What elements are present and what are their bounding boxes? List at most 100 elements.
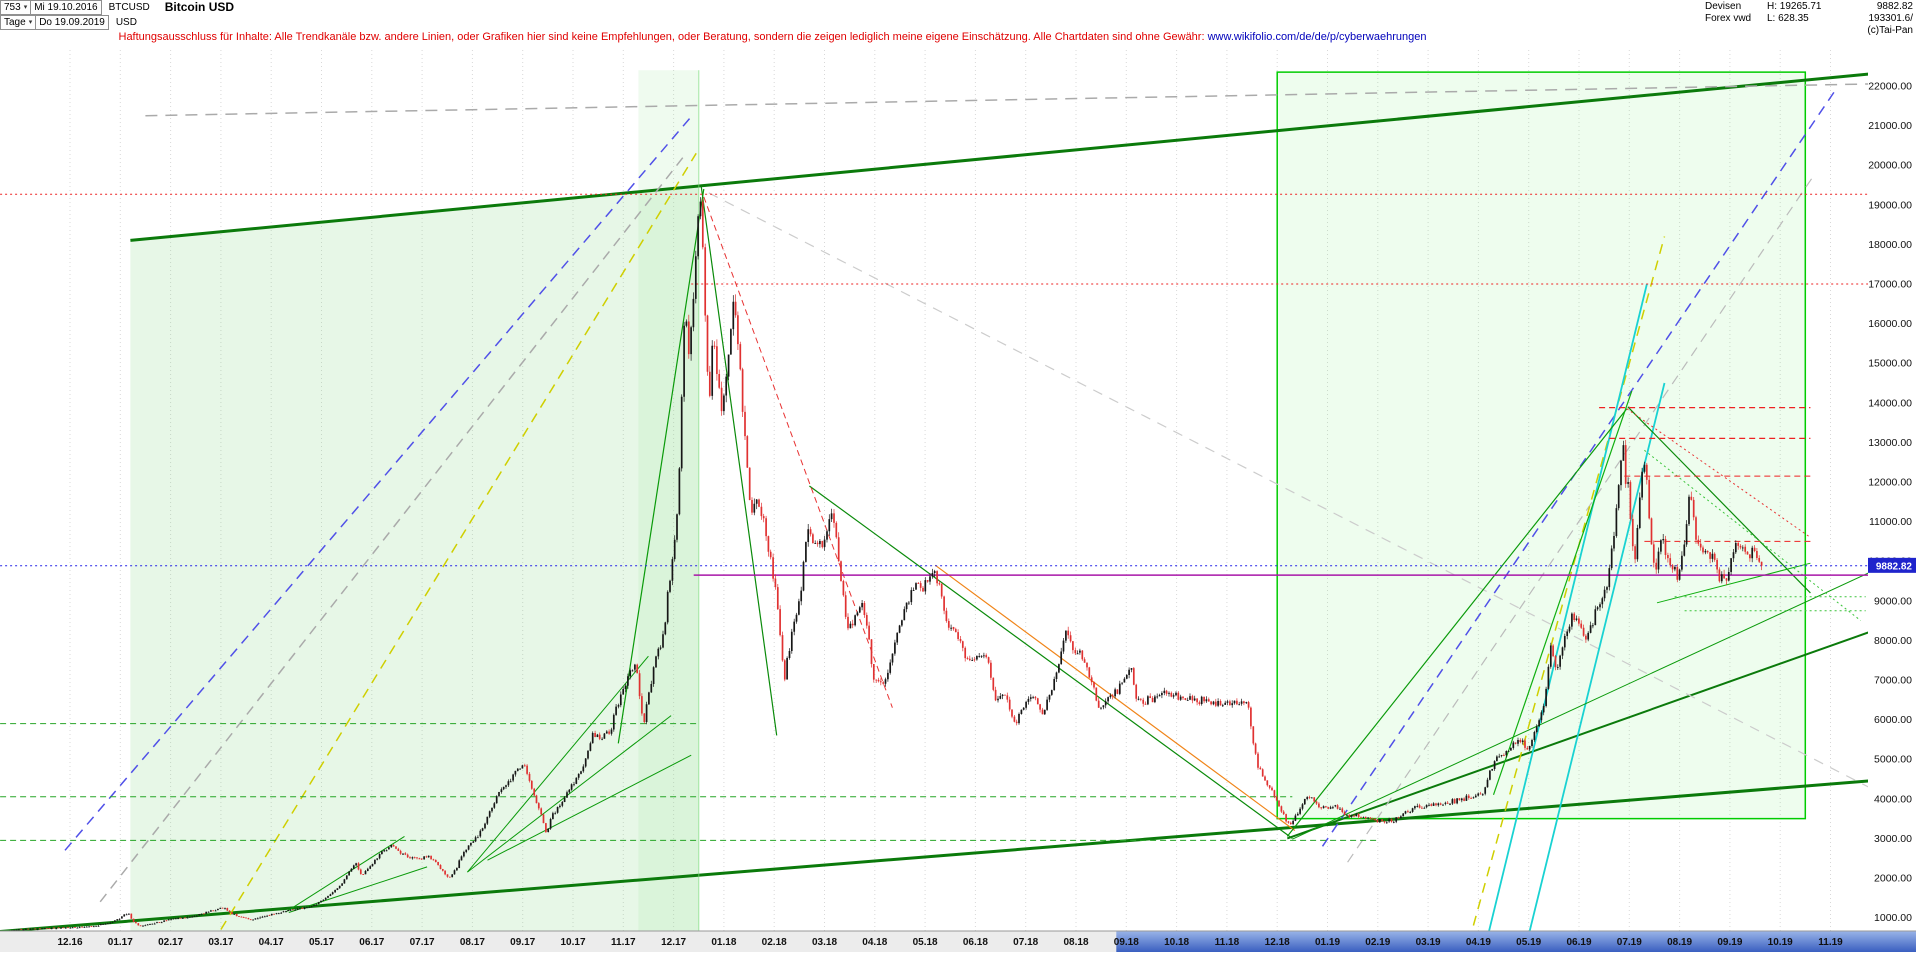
x-axis-label: 10.17 — [560, 937, 585, 948]
trendline-resistance-gray-top[interactable] — [145, 83, 1868, 117]
x-axis-label: 11.17 — [611, 937, 636, 948]
trendline-rise-2019-steep[interactable] — [1492, 390, 1633, 795]
trendline-fan-blue-left[interactable] — [64, 113, 695, 851]
x-axis-label: 01.17 — [108, 937, 133, 948]
trendline-desc-jun19[interactable] — [1627, 406, 1811, 594]
trendline-steep-nov17[interactable] — [617, 188, 705, 744]
y-axis-label: 8000.00 — [1874, 635, 1912, 647]
x-axis-label: 09.19 — [1717, 937, 1742, 948]
trendline-rise-2019[interactable] — [1286, 408, 1628, 837]
region-nov17-band — [638, 70, 699, 931]
currency-label: USD — [115, 17, 137, 28]
y-axis-label: 12000.00 — [1868, 477, 1912, 489]
wikifolio-link[interactable]: www.wikifolio.com/de/de/p/cyberwaehrunge… — [1207, 31, 1427, 43]
x-axis-label: 12.18 — [1265, 937, 1290, 948]
x-axis-label: 06.18 — [963, 937, 988, 948]
chevron-down-icon: ▾ — [28, 18, 33, 26]
x-axis-label: 12.17 — [661, 937, 686, 948]
x-axis-label: 02.17 — [158, 937, 183, 948]
x-axis-label: 10.18 — [1164, 937, 1189, 948]
trendline-desc-from-peak[interactable] — [700, 186, 778, 736]
y-axis-label: 9000.00 — [1874, 595, 1912, 607]
x-axis-label: 05.19 — [1516, 937, 1541, 948]
y-axis-label: 6000.00 — [1874, 714, 1912, 726]
trendline-channel-top[interactable] — [130, 72, 1868, 242]
period-low-label: L: 628.35 — [1767, 13, 1809, 24]
x-axis-label: 07.19 — [1617, 937, 1642, 948]
trendline-desc-red-dot[interactable] — [1626, 408, 1811, 538]
y-axis-label: 13000.00 — [1868, 437, 1912, 449]
y-axis-label: 21000.00 — [1868, 120, 1912, 132]
trendline-desc-2018[interactable] — [809, 485, 1293, 839]
last-price-label: 9882.82 — [1876, 1, 1913, 12]
quote-info: Devisen H: 19265.71 9882.82 Forex vwd L:… — [1705, 1, 1913, 37]
y-axis-label: 11000.00 — [1869, 516, 1912, 528]
trendline-fan-2017-b[interactable] — [467, 715, 672, 873]
x-axis-label: 09.18 — [1114, 937, 1139, 948]
x-axis-label: 05.18 — [913, 937, 938, 948]
trendline-gray-desc[interactable] — [708, 192, 1868, 788]
x-axis-label: 04.19 — [1466, 937, 1491, 948]
trendline-fan-may17-b[interactable] — [288, 866, 428, 913]
start-date-value: Mi 19.10.2016 — [34, 1, 98, 13]
trendline-desc-green-dot[interactable] — [1644, 449, 1862, 621]
trendline-rise-2019-long[interactable] — [1292, 572, 1868, 840]
last-price-badge-value: 9882.82 — [1876, 561, 1913, 572]
x-axis-label: 04.18 — [862, 937, 887, 948]
toolbar: 753 ▾ Mi 19.10.2016 BTCUSD Bitcoin USD T… — [0, 0, 1916, 36]
plot-layer — [0, 50, 1868, 952]
y-axis-label: 4000.00 — [1874, 793, 1912, 805]
bars-count-value: 753 — [4, 1, 21, 13]
x-axis-label: 02.19 — [1365, 937, 1390, 948]
candles-down-bodies — [20, 201, 1763, 930]
copyright-label: (c)Tai-Pan — [1867, 25, 1913, 36]
x-axis-label: 12.16 — [57, 937, 82, 948]
region-left-channel — [130, 185, 699, 931]
y-axis-label: 2000.00 — [1874, 873, 1912, 885]
x-axis-label: 06.19 — [1566, 937, 1591, 948]
x-axis-label: 02.18 — [762, 937, 787, 948]
source-label: Forex vwd — [1705, 13, 1752, 24]
start-date-field[interactable]: Mi 19.10.2016 — [30, 0, 102, 15]
trendline-desc-red-dash[interactable] — [703, 196, 893, 708]
x-axis-label: 01.18 — [711, 937, 736, 948]
x-axis-label: 11.18 — [1215, 937, 1240, 948]
market-label: Devisen — [1705, 1, 1742, 12]
y-axis-label: 1000.00 — [1874, 912, 1912, 924]
candles-up-bodies — [8, 201, 1754, 931]
x-axis-label: 08.19 — [1667, 937, 1692, 948]
x-axis-label: 04.17 — [259, 937, 284, 948]
x-axis-label: 03.17 — [208, 937, 233, 948]
trendline-fan-2017-c[interactable] — [487, 754, 692, 861]
y-axis-label: 17000.00 — [1868, 279, 1912, 291]
chevron-down-icon: ▾ — [23, 3, 28, 11]
chart-settings: 753 ▾ Mi 19.10.2016 BTCUSD Bitcoin USD T… — [0, 0, 234, 30]
x-axis-label: 03.19 — [1416, 937, 1441, 948]
x-axis-label: 11.19 — [1818, 937, 1843, 948]
period-high-label: H: 19265.71 — [1767, 1, 1822, 12]
trendline-cyan-steep-2[interactable] — [1478, 382, 1666, 952]
y-axis-label: 14000.00 — [1868, 397, 1912, 409]
period-select[interactable]: Tage ▾ — [0, 15, 37, 30]
x-axis-label: 10.19 — [1768, 937, 1793, 948]
region-right-box — [1276, 71, 1807, 820]
bars-count-select[interactable]: 753 ▾ — [0, 0, 32, 15]
trendline-fan-gray-left[interactable] — [99, 152, 687, 903]
end-date-field[interactable]: Do 19.09.2019 — [35, 15, 109, 30]
trendline-fan-2017-a[interactable] — [467, 655, 649, 873]
y-axis-label: 5000.00 — [1874, 754, 1912, 766]
period-value: Tage — [4, 16, 26, 28]
y-axis-label: 3000.00 — [1874, 833, 1912, 845]
y-axis-label: 22000.00 — [1868, 81, 1912, 93]
trendline-fan-gray-right[interactable] — [1347, 172, 1816, 863]
trendline-wedge-rise[interactable] — [1656, 562, 1811, 604]
last-price-badge — [1868, 557, 1916, 573]
trendline-fan-yellow-right[interactable] — [1472, 236, 1666, 926]
page-title: Bitcoin USD — [164, 0, 235, 14]
x-axis-highlight — [1116, 931, 1916, 952]
trendline-fan-may17-a[interactable] — [286, 835, 405, 913]
y-axis-label: 18000.00 — [1868, 239, 1912, 251]
